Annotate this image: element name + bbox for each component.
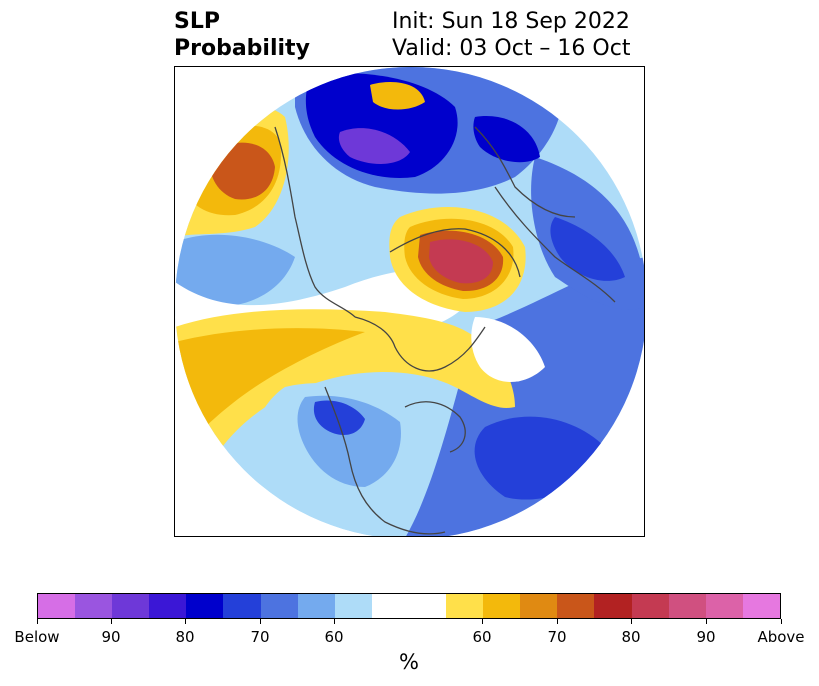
darkblue-north-america <box>313 400 365 435</box>
colorbar-tickmark <box>781 619 782 624</box>
title-right: Init: Sun 18 Sep 2022 Valid: 03 Oct – 16… <box>392 8 630 62</box>
colorbar-segment <box>149 594 187 618</box>
colorbar-tick-label: Above <box>757 628 805 646</box>
polar-map-svg <box>175 67 644 536</box>
colorbar-segment <box>557 594 595 618</box>
colorbar-tick-label: 80 <box>175 628 195 646</box>
colorbar-segment <box>38 594 76 618</box>
colorbar-tick-label: 90 <box>696 628 716 646</box>
red-orange-northwest <box>209 142 275 200</box>
coastlines <box>274 126 616 535</box>
blue-siberia-core <box>550 217 625 281</box>
colorbar-unit: % <box>399 650 419 674</box>
orange-arc <box>175 328 365 437</box>
colorbar-segment <box>297 594 335 618</box>
colorbar-tick-label: 80 <box>621 628 641 646</box>
colorbar-tick-label: 60 <box>472 628 492 646</box>
colorbar-tickmark <box>631 619 632 624</box>
colorbar-segment <box>483 594 521 618</box>
colorbar-tick-label: 60 <box>324 628 344 646</box>
colorbar-tickmark <box>260 619 261 624</box>
colorbar-tickmark <box>482 619 483 624</box>
colorbar-tickmark <box>185 619 186 624</box>
colorbar-tick-label: Below <box>14 628 60 646</box>
colorbar-tickmark <box>334 619 335 624</box>
init-date: Init: Sun 18 Sep 2022 <box>392 9 630 34</box>
blue-ural-core <box>473 116 540 163</box>
colorbar-segment <box>668 594 706 618</box>
colorbar-tick-label: 70 <box>547 628 567 646</box>
colorbar-tickmark <box>37 619 38 624</box>
colorbar-segment <box>705 594 743 618</box>
colorbar-segment <box>631 594 669 618</box>
colorbar-segment <box>223 594 261 618</box>
colorbar-segment <box>186 594 224 618</box>
colorbar-segment <box>446 594 484 618</box>
colorbar-segment <box>334 594 372 618</box>
blue-northpacific <box>175 234 295 307</box>
colorbar-segment <box>260 594 298 618</box>
probability-map <box>174 66 645 537</box>
colorbar-tickmark <box>557 619 558 624</box>
colorbar-tickmark <box>706 619 707 624</box>
colorbar-segment <box>112 594 150 618</box>
white-arctic-patch <box>471 317 545 382</box>
title-variable: SLP <box>174 9 220 34</box>
orange-north-europe <box>370 82 425 110</box>
title-left: SLP Probability <box>174 8 310 62</box>
colorbar-segment <box>594 594 632 618</box>
colorbar-tick-label: 70 <box>250 628 270 646</box>
colorbar-segment <box>520 594 558 618</box>
colorbar-segment <box>371 594 447 618</box>
colorbar-tickmark <box>111 619 112 624</box>
colorbar <box>37 593 781 619</box>
valid-range: Valid: 03 Oct – 16 Oct <box>392 36 631 61</box>
title-type: Probability <box>174 36 310 61</box>
colorbar-tick-label: 90 <box>101 628 121 646</box>
red-arctic-core <box>429 239 493 284</box>
colorbar-segment <box>742 594 780 618</box>
colorbar-segment <box>75 594 113 618</box>
purple-europe-core <box>338 128 410 164</box>
